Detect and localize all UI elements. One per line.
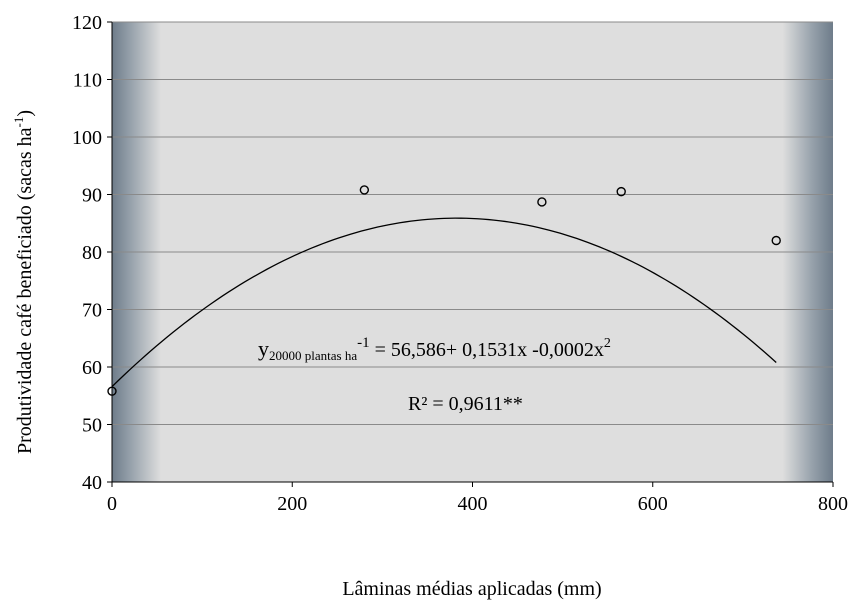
x-tick-label: 0 [107,493,117,515]
y-tick-label: 70 [82,300,102,322]
x-tick-label: 800 [818,493,848,515]
y-tick-label: 60 [82,357,102,379]
y-tick-label: 40 [82,472,102,494]
equation-annotation: y20000 plantas ha-1 = 56,586+ 0,1531x -0… [258,335,611,363]
r-squared-annotation: R² = 0,9611** [408,393,523,415]
data-points [107,185,781,396]
x-axis-label: Lâminas médias aplicadas (mm) [342,578,601,600]
data-point [537,197,547,207]
x-tick-label: 600 [638,493,668,515]
x-tick-label: 400 [458,493,488,515]
y-tick-label: 110 [73,70,102,92]
y-tick-label: 120 [72,12,102,34]
data-point [616,186,626,197]
y-tick-label: 50 [82,415,102,437]
axes [107,21,834,487]
trend-curve [111,217,777,388]
y-axis-label: Produtividade café beneficiado (sacas ha… [11,110,36,454]
y-tick-label: 80 [82,242,102,264]
data-point [771,235,781,246]
x-tick-label: 200 [277,493,307,515]
tick-labels: 40 50 60 70 80 90 100 110 120 0 200 400 600 800 [72,12,848,515]
y-tick-label: 100 [72,127,102,149]
y-tick-label: 90 [82,185,102,207]
data-point [359,185,370,195]
data-point [107,386,117,396]
gridlines [112,21,833,425]
